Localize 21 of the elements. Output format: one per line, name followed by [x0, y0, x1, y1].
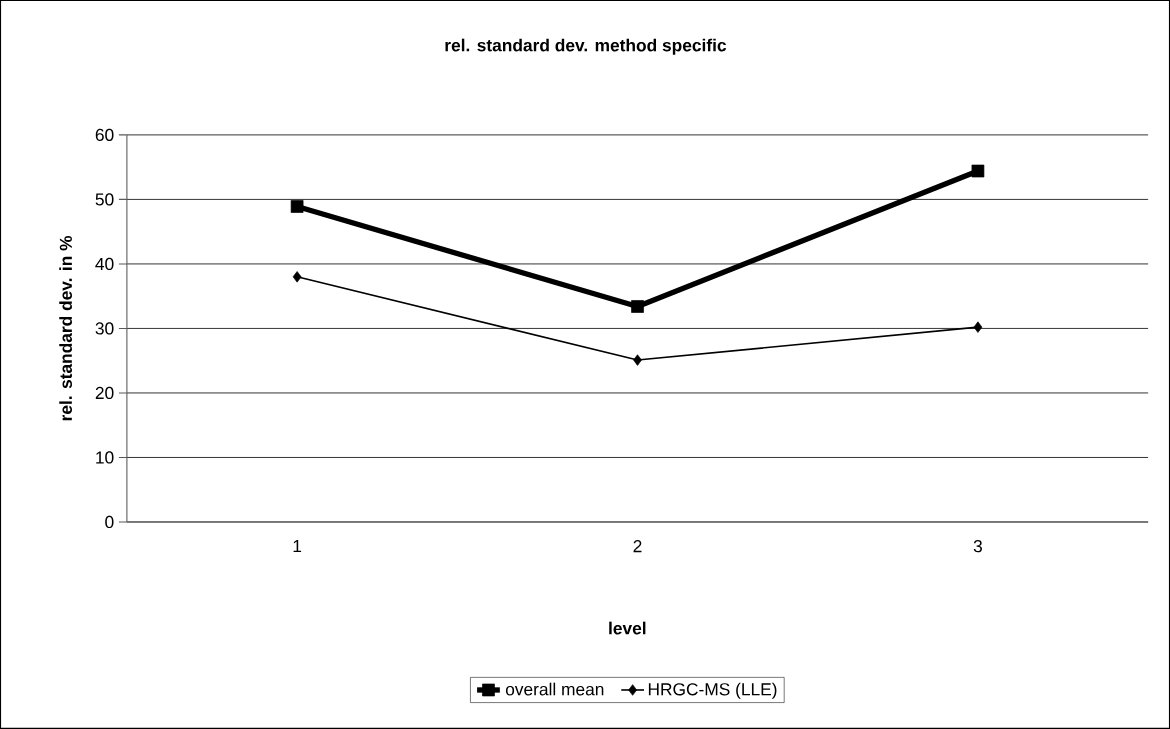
point: [973, 321, 983, 333]
y-tick-label: 10: [96, 451, 114, 464]
y-tick-label: 30: [95, 322, 114, 335]
y-tick-label: 50: [95, 193, 114, 206]
y-tick-label: 20: [95, 386, 114, 400]
point: [290, 200, 304, 213]
legend-label: overall mean: [505, 682, 604, 696]
x-tick-label: 3: [973, 540, 982, 553]
y-axis-title: rel. standard dev. in %: [59, 235, 72, 421]
point: [292, 271, 302, 283]
y-tick-label: 0: [105, 515, 114, 529]
x-axis-title: level: [609, 621, 646, 635]
y-tick-label: 40: [95, 257, 114, 271]
x-tick-label: 2: [633, 540, 642, 553]
point: [971, 164, 985, 178]
legend-label: HRGC-MS (LLE): [648, 682, 777, 699]
point: [631, 300, 644, 313]
point: [633, 354, 642, 366]
chart-title: rel. standard dev. method specific: [445, 38, 727, 55]
y-tick-label: 60: [95, 128, 114, 142]
x-tick-label: 1: [293, 540, 302, 552]
